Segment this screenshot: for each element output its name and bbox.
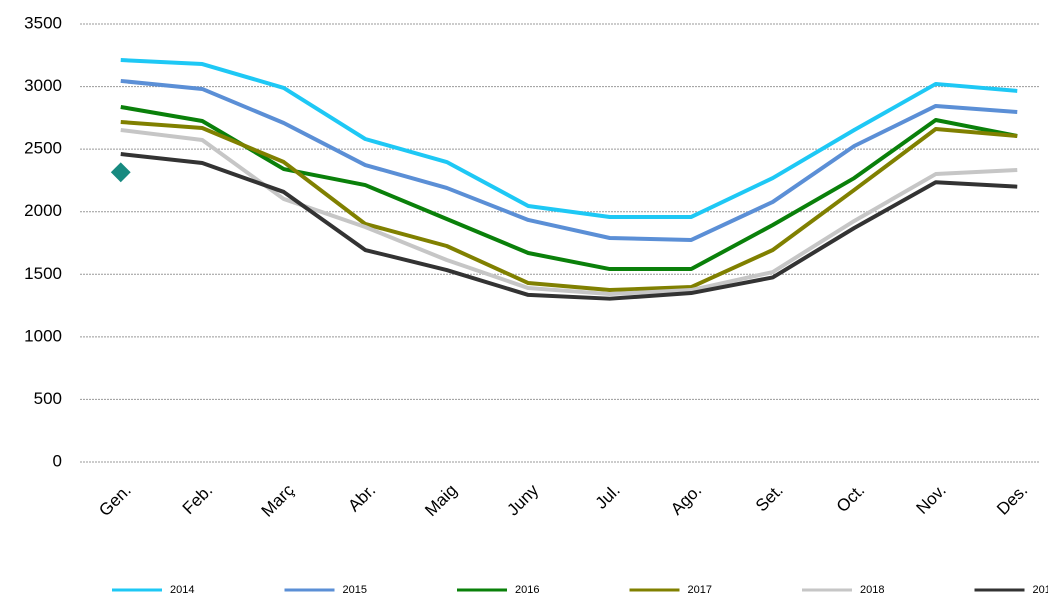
legend-label: 2019 [1033,584,1048,596]
x-tick-label: Des. [993,481,1031,519]
y-tick-label: 500 [34,389,62,408]
x-tick-label: Abr. [344,481,379,516]
x-tick-label: Oct. [833,481,868,516]
series-line [120,58,1018,219]
x-tick-label: Maig [421,481,460,520]
marker [110,162,131,183]
x-tick-label: Juny [503,480,542,519]
series-line [120,119,1018,293]
x-tick-label: Feb. [179,481,216,518]
y-tick-label: 3000 [24,76,62,95]
x-tick-label: Ago. [667,481,705,519]
y-tick-label: 1500 [24,264,62,283]
x-tick-label: Jul. [592,481,624,513]
y-tick-label: 2500 [24,139,62,158]
series-line [120,78,1018,242]
y-tick-label: 1000 [24,326,62,345]
y-tick-label: 3500 [24,13,62,32]
x-tick-label: Nov. [912,481,949,518]
series-line [120,104,1018,272]
x-tick-label: Març [258,480,299,521]
legend-label: 2015 [343,584,367,596]
x-tick-label: Gen. [95,481,134,520]
legend-label: 2016 [515,584,539,596]
series-line [120,152,1018,301]
y-tick-label: 2000 [24,201,62,220]
legend-label: 2017 [688,584,712,596]
y-tick-label: 0 [53,451,62,470]
x-tick-label: Set. [752,481,787,516]
legend-label: 2018 [860,584,884,596]
legend-label: 2014 [170,584,194,596]
